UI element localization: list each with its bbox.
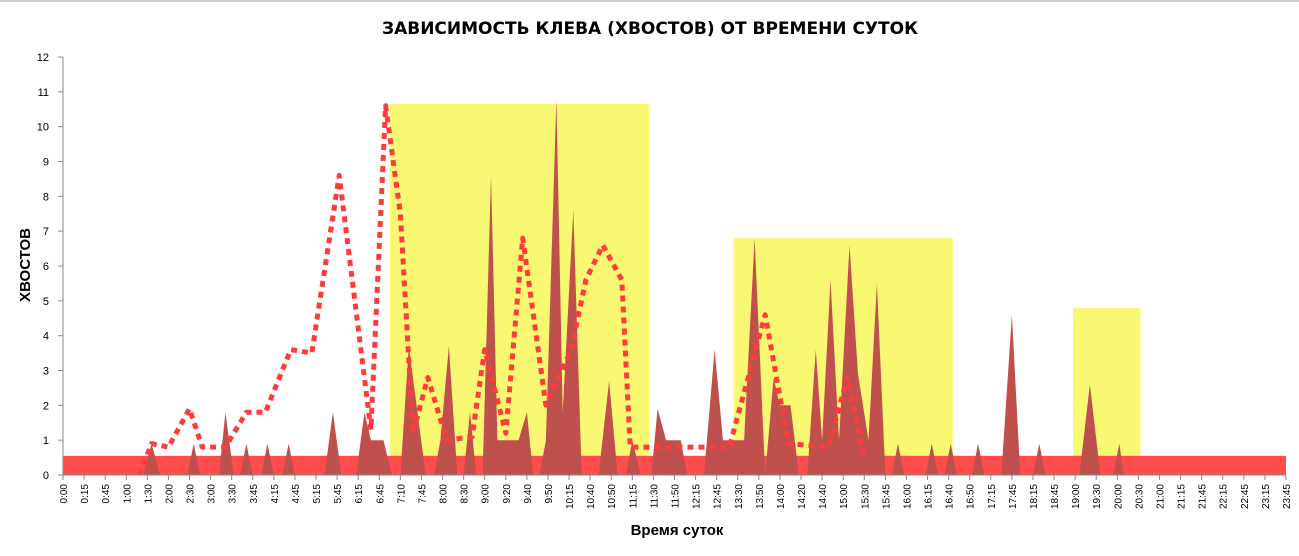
x-tick-label-42: 16:40 — [945, 484, 956, 509]
x-tick-label-54: 21:45 — [1198, 484, 1209, 509]
x-tick-label-30: 12:15 — [692, 484, 703, 509]
x-tick-label-48: 19:00 — [1071, 484, 1082, 509]
x-tick-label-16: 7:10 — [396, 484, 407, 504]
x-tick-label-27: 11:15 — [628, 484, 639, 509]
area-series — [143, 98, 1124, 476]
x-tick-label-35: 14:20 — [797, 484, 808, 509]
x-tick-label-7: 3:00 — [207, 484, 218, 504]
y-tick-label-10: 10 — [37, 122, 49, 134]
x-tick-label-58: 23:45 — [1282, 484, 1293, 509]
x-tick-label-32: 13:30 — [734, 484, 745, 509]
x-tick-label-56: 22:45 — [1240, 484, 1251, 509]
x-tick-label-15: 6:45 — [375, 484, 386, 504]
x-tick-label-26: 10:50 — [607, 484, 618, 509]
y-tick-label-7: 7 — [43, 226, 49, 238]
x-tick-label-40: 16:00 — [902, 484, 913, 509]
x-tick-label-45: 17:45 — [1008, 484, 1019, 509]
dotted-line-path — [136, 103, 867, 476]
x-tick-label-37: 15:00 — [839, 484, 850, 509]
x-tick-label-10: 4:15 — [270, 484, 281, 504]
x-tick-label-20: 9:00 — [481, 484, 492, 504]
x-tick-label-52: 21:00 — [1155, 484, 1166, 509]
x-tick-label-53: 21:15 — [1177, 484, 1188, 509]
y-tick-label-5: 5 — [43, 296, 49, 308]
x-tick-label-47: 18:45 — [1050, 484, 1061, 509]
x-tick-label-41: 16:15 — [924, 484, 935, 509]
x-tick-label-31: 12:45 — [713, 484, 724, 509]
x-tick-label-4: 1:30 — [143, 484, 154, 504]
x-tick-label-22: 9:40 — [523, 484, 534, 504]
x-tick-label-28: 11:30 — [649, 484, 660, 509]
x-tick-label-25: 10:40 — [586, 484, 597, 509]
x-tick-label-19: 8:30 — [460, 484, 471, 504]
x-tick-label-8: 3:30 — [228, 484, 239, 504]
x-tick-label-23: 9:50 — [544, 484, 555, 504]
x-axis-title: Время суток — [631, 522, 724, 539]
x-tick-label-17: 7:45 — [417, 484, 428, 504]
x-tick-label-5: 2:00 — [164, 484, 175, 504]
y-tick-label-11: 11 — [38, 87, 49, 99]
x-tick-label-57: 23:15 — [1261, 484, 1272, 509]
x-tick-label-9: 3:45 — [249, 484, 260, 504]
x-tick-label-6: 2:30 — [186, 484, 197, 504]
x-tick-label-36: 14:40 — [818, 484, 829, 509]
y-axis-title: ХВОСТОВ — [17, 228, 34, 302]
x-tick-label-12: 5:15 — [312, 484, 323, 504]
x-tick-label-29: 11:50 — [671, 484, 682, 509]
x-tick-label-50: 20:00 — [1113, 484, 1124, 509]
y-tick-label-2: 2 — [43, 400, 49, 412]
x-tick-label-55: 22:15 — [1219, 484, 1230, 509]
y-tick-label-12: 12 — [37, 52, 49, 64]
y-tick-label-8: 8 — [43, 191, 49, 203]
dotted-line-series — [136, 103, 867, 476]
x-tick-label-14: 6:15 — [354, 484, 365, 504]
x-tick-label-0: 0:00 — [59, 484, 70, 504]
x-tick-label-33: 13:50 — [755, 484, 766, 509]
x-tick-label-51: 20:30 — [1134, 484, 1145, 509]
x-tick-label-11: 4:45 — [291, 484, 302, 504]
area-series-path — [143, 98, 1124, 476]
x-tick-label-1: 0:15 — [80, 484, 91, 504]
x-tick-label-43: 16:50 — [966, 484, 977, 509]
highlight-layer — [389, 104, 1141, 476]
x-tick-label-38: 15:30 — [860, 484, 871, 509]
x-tick-label-21: 9:20 — [502, 484, 513, 504]
y-tick-label-0: 0 — [43, 470, 49, 482]
x-tick-label-46: 18:15 — [1029, 484, 1040, 509]
y-tick-label-3: 3 — [43, 366, 49, 378]
y-tick-label-1: 1 — [43, 435, 49, 447]
x-tick-label-18: 8:00 — [439, 484, 450, 504]
x-tick-label-2: 0:45 — [101, 484, 112, 504]
y-tick-label-6: 6 — [43, 261, 49, 273]
x-tick-label-44: 17:15 — [987, 484, 998, 509]
x-tick-label-49: 19:30 — [1092, 484, 1103, 509]
x-tick-label-34: 14:00 — [776, 484, 787, 509]
y-tick-label-9: 9 — [43, 157, 49, 169]
x-tick-label-13: 5:45 — [333, 484, 344, 504]
x-tick-label-39: 15:45 — [881, 484, 892, 509]
x-tick-label-24: 10:15 — [565, 484, 576, 509]
x-tick-label-3: 1:00 — [122, 484, 133, 504]
chart-title: ЗАВИСИМОСТЬ КЛЕВА (ХВОСТОВ) ОТ ВРЕМЕНИ С… — [382, 19, 918, 39]
y-tick-label-4: 4 — [43, 331, 49, 343]
